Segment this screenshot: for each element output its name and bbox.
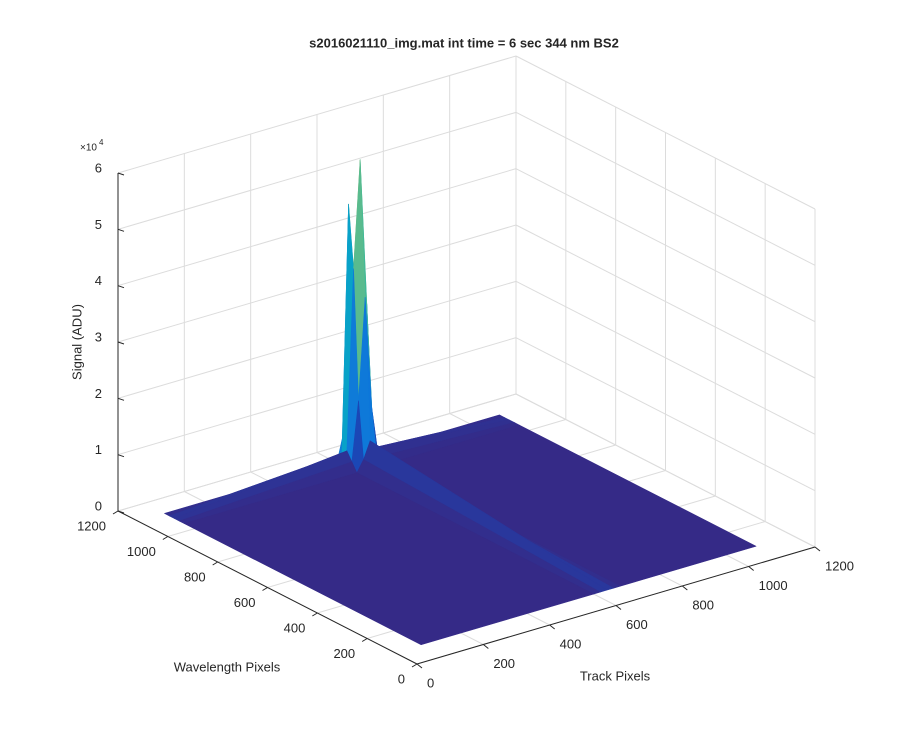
x-tick-label: 0 [427,675,434,690]
x-tick-label: 1000 [759,578,788,593]
grid-line [515,393,816,548]
grid-line [117,337,517,456]
grid-line [117,55,517,174]
x-tick-label: 600 [626,617,648,632]
y-tick-label: 1200 [77,518,106,533]
x-tick [549,624,555,630]
grid-line [117,168,517,287]
grid-line [515,168,816,323]
z-tick-label: 4 [95,273,102,288]
y-tick [112,510,119,515]
y-tick-label: 200 [333,646,355,661]
y-tick-label: 600 [234,595,256,610]
x-tick [748,566,754,571]
y-tick-label: 0 [398,671,405,686]
y-tick [312,612,318,617]
grid-line [515,280,816,435]
z-axis-label: Signal (ADU) [69,304,84,380]
surface-patch [184,472,594,646]
z-tick-label: 2 [95,386,102,401]
grid-line [515,337,816,492]
y-tick [212,561,218,566]
x-tick-label: 200 [493,656,515,671]
z-tick [117,510,125,514]
z-tick [117,285,125,289]
z-tick [117,454,125,458]
grid-line [117,111,517,230]
y-tick-label: 400 [284,620,306,635]
z-tick [117,228,125,232]
z-tick-label: 6 [95,160,102,175]
x-tick-label: 1200 [825,558,854,573]
grid-line [515,111,816,266]
x-tick [814,546,821,552]
z-tick [117,172,125,176]
y-tick [411,663,418,668]
chart-title: s2016021110_img.mat int time = 6 sec 344… [309,35,619,50]
z-tick-label: 0 [95,498,102,513]
y-tick [162,536,169,540]
z-tick-label: 1 [95,442,102,457]
z-tick-label: 5 [95,217,102,232]
grid-line [117,393,517,512]
grid-line [515,224,816,379]
grid-line [515,55,816,210]
z-multiplier-base: ×10 [80,143,97,154]
z-tick [117,397,125,401]
x-tick [483,644,489,649]
grid-line [117,224,517,343]
x-tick [416,663,423,669]
z-multiplier-exponent: 4 [99,138,104,147]
x-tick [615,605,622,610]
x-tick-label: 400 [560,636,582,651]
x-tick [682,585,688,591]
y-tick-label: 800 [184,569,206,584]
z-tick-label: 3 [95,329,102,344]
x-axis-label: Track Pixels [580,668,651,683]
y-axis-label: Wavelength Pixels [174,659,281,674]
y-tick-label: 1000 [127,544,156,559]
y-tick [361,638,368,642]
grid-line [117,280,517,399]
z-tick [117,341,125,345]
y-tick [262,587,268,591]
x-tick-label: 800 [692,597,714,612]
